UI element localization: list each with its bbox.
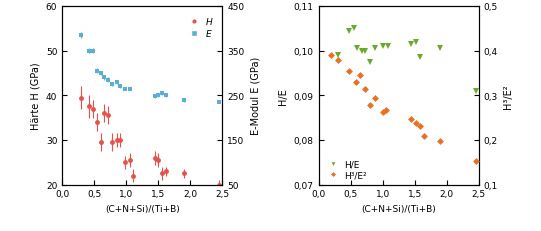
Legend: H/E, H³/E²: H/E, H³/E² bbox=[323, 159, 367, 180]
Y-axis label: H/E: H/E bbox=[278, 88, 288, 104]
X-axis label: (C+N+Si)/(Ti+B): (C+N+Si)/(Ti+B) bbox=[361, 204, 436, 213]
Y-axis label: Härte H (GPa): Härte H (GPa) bbox=[30, 62, 40, 130]
Y-axis label: H³/E²: H³/E² bbox=[504, 84, 513, 108]
X-axis label: (C+N+Si)/(Ti+B): (C+N+Si)/(Ti+B) bbox=[105, 204, 180, 213]
Legend: $H$, $E$: $H$, $E$ bbox=[184, 15, 215, 40]
Y-axis label: E-Modul E (GPa): E-Modul E (GPa) bbox=[250, 57, 260, 135]
